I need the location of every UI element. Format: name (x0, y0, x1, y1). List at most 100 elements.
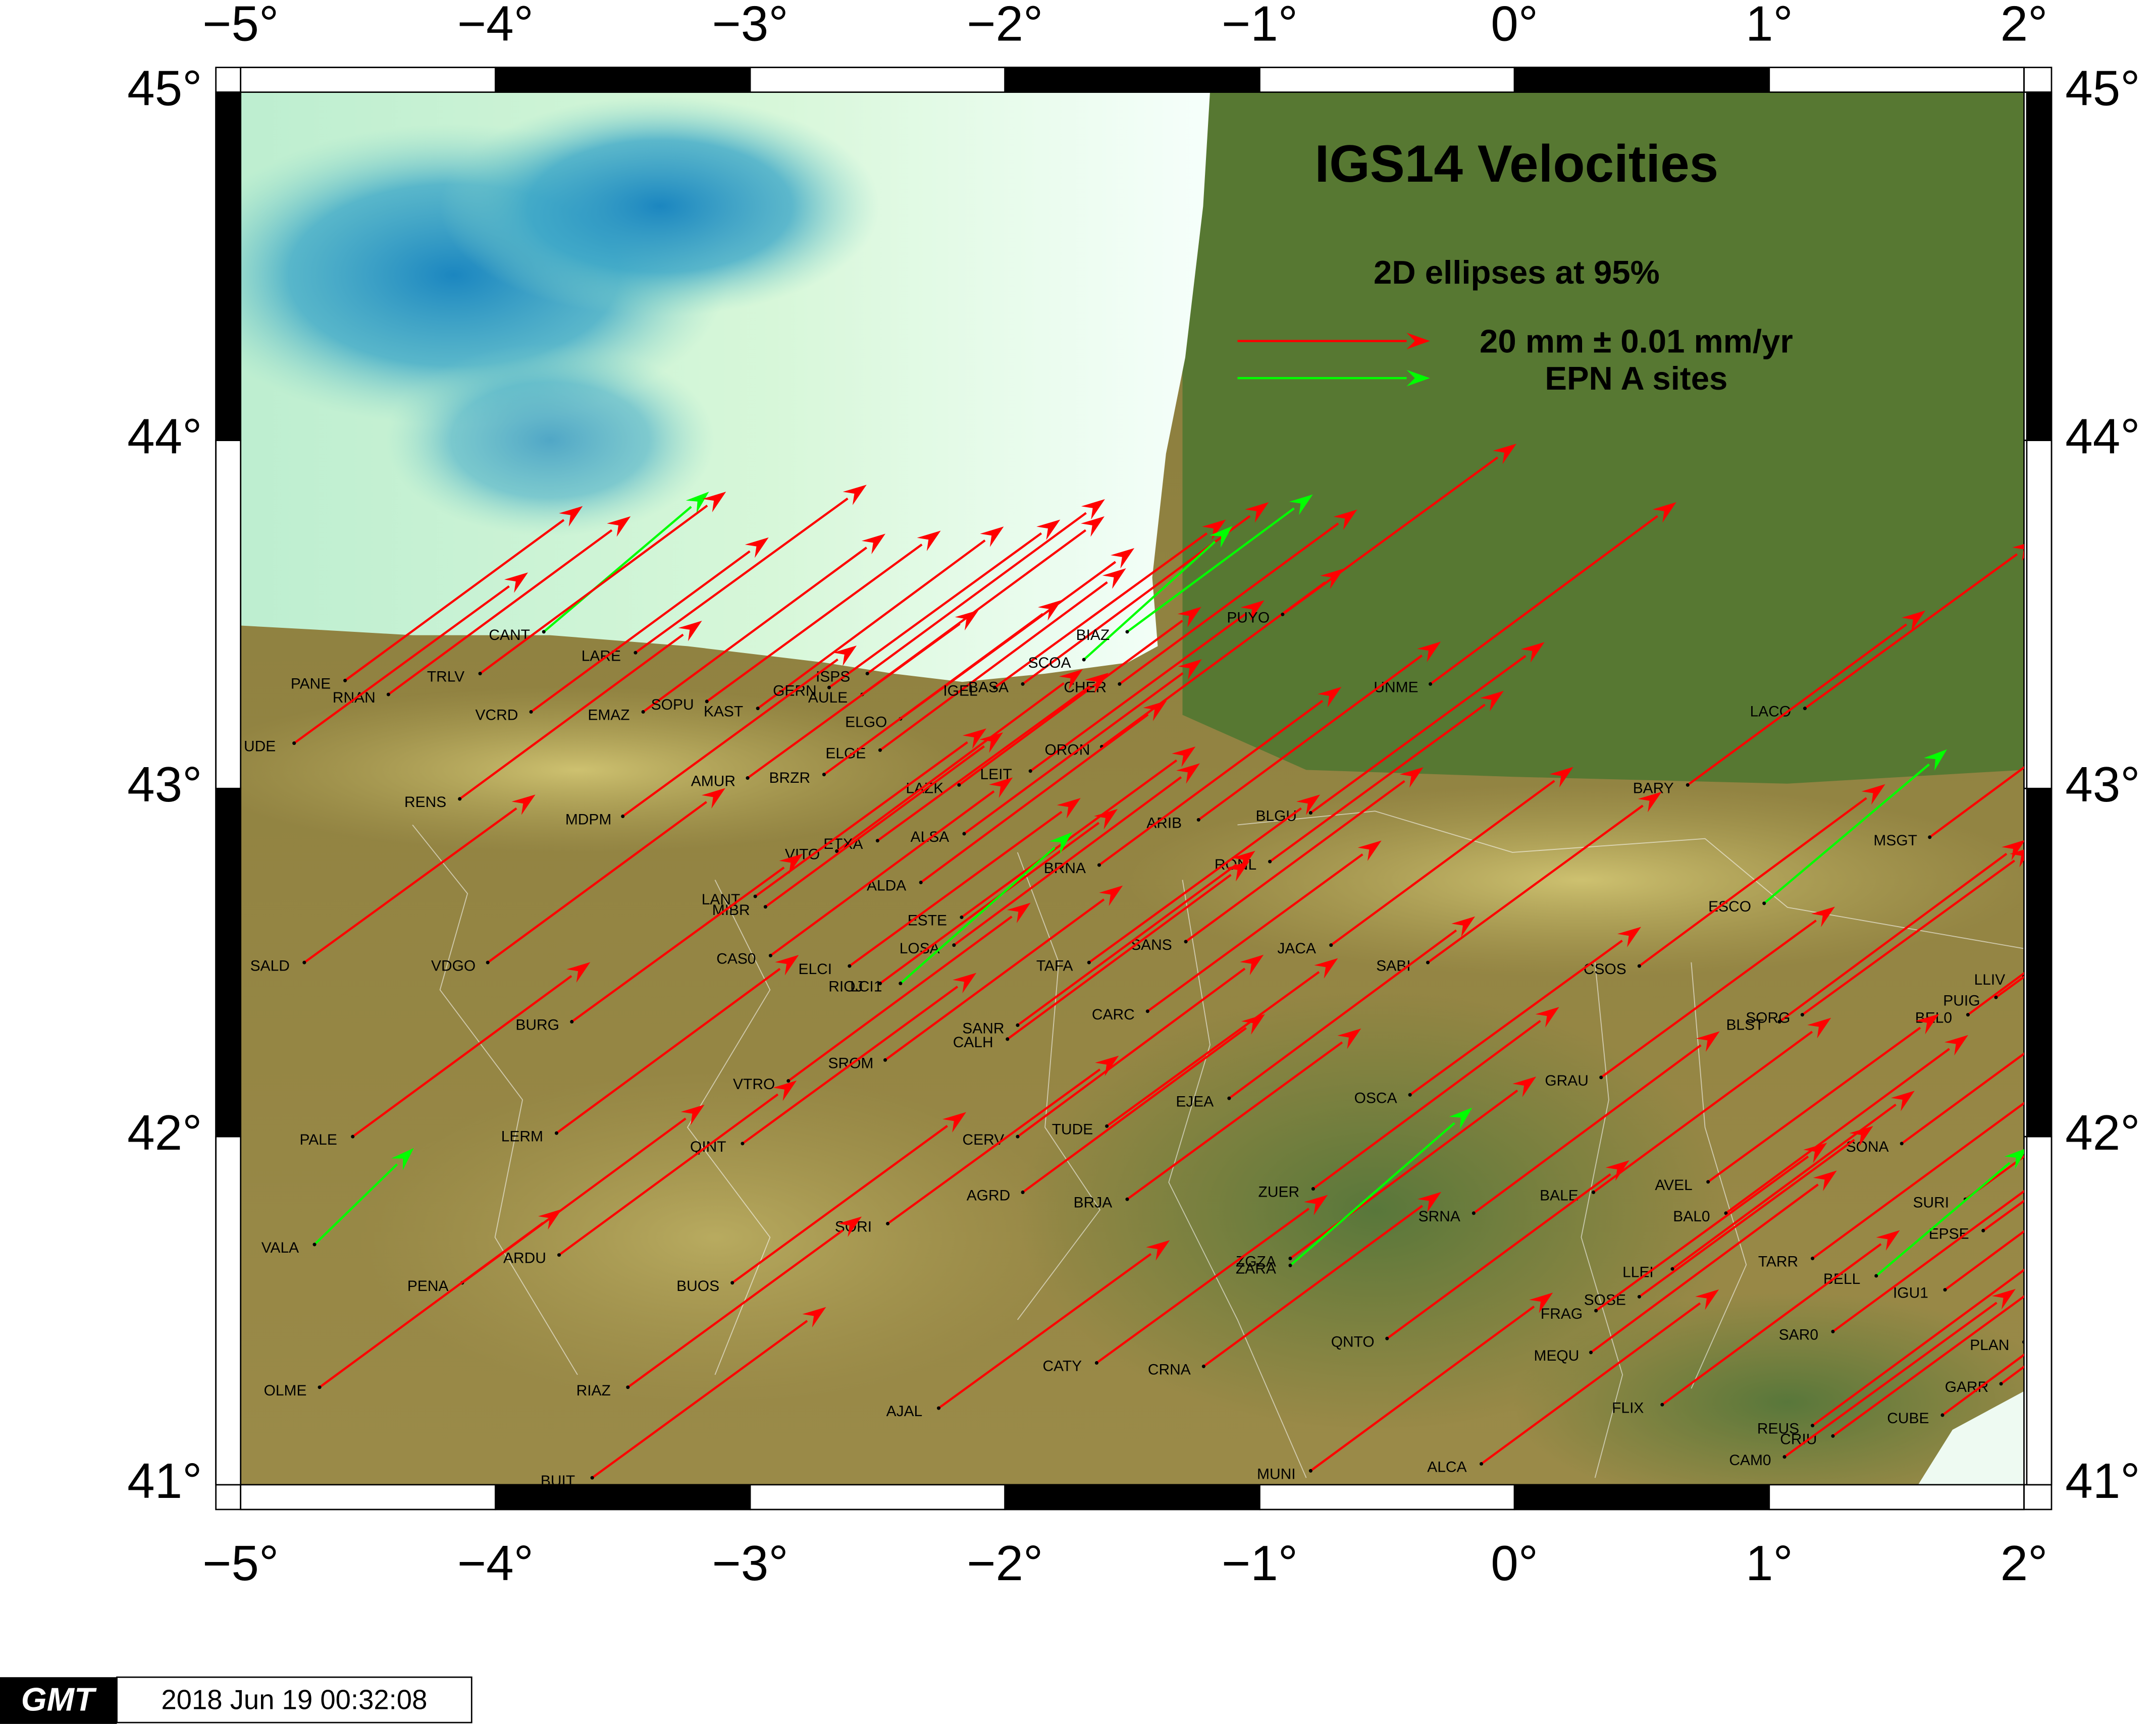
station-label: CAM0 (1729, 1452, 1771, 1469)
station-label: LCI1 (850, 979, 882, 995)
station-label: VCRD (475, 707, 518, 724)
station (1118, 682, 1122, 686)
y-tick-label: 45° (127, 61, 202, 116)
station (1782, 1455, 1786, 1459)
timestamp: 2018 Jun 19 00:32:08 (161, 1685, 427, 1715)
station (878, 982, 882, 986)
velocity-arrow-head (1177, 607, 1201, 627)
velocity-arrow-head (1094, 809, 1118, 830)
station (786, 1079, 791, 1083)
station (1426, 960, 1430, 964)
station (1087, 960, 1091, 964)
velocity-arrow-head (1289, 494, 1313, 515)
velocity-arrow-head (1210, 526, 1233, 548)
velocity-arrow-head (1849, 1126, 1873, 1147)
velocity-arrow-shaft (1269, 704, 1486, 863)
velocity-arrow-head (2012, 544, 2024, 561)
velocity-arrow-head (2002, 840, 2024, 860)
y-tick-label: 42° (2065, 1105, 2140, 1160)
velocity-arrow-head (1876, 1230, 1900, 1251)
velocity-arrow (352, 962, 591, 1138)
velocity-arrow-shaft (556, 967, 781, 1134)
station-label: UDE (244, 738, 276, 755)
station-label: TUDE (1052, 1121, 1093, 1138)
station (1094, 1361, 1098, 1365)
france-lowland (1182, 92, 2024, 784)
station-label: SANS (1131, 937, 1172, 953)
station (1288, 1256, 1292, 1261)
velocity-arrow-head (1172, 746, 1196, 767)
x-tick-label: 0° (1491, 1535, 1538, 1591)
station (1196, 818, 1200, 822)
station-label: SRNA (1418, 1208, 1460, 1225)
velocity-arrow-shaft (1228, 929, 1457, 1099)
velocity-arrow-head (773, 1080, 797, 1101)
boundary (412, 824, 578, 1375)
mediterranean (1918, 1391, 2024, 1485)
velocity-arrow-shaft (958, 620, 1183, 786)
station (835, 849, 839, 853)
velocity-arrow-head (1176, 763, 1200, 784)
velocity-arrow-shaft (1029, 613, 1246, 772)
velocity-arrow-shaft (1687, 623, 1907, 786)
velocity-arrow (770, 777, 1013, 957)
velocity-arrow (388, 516, 631, 695)
station (478, 672, 482, 676)
station (1928, 835, 1932, 839)
frame-segment (2026, 1136, 2053, 1486)
velocity-arrow-head (962, 728, 986, 749)
velocity-arrow (1029, 600, 1265, 772)
velocities: PANERNANUDECANTTRLVLAREVCRDEMAZSOPUKASTG… (244, 444, 2024, 1485)
velocity-arrow-head (1102, 568, 1126, 589)
velocity-arrow-head (1451, 916, 1476, 937)
velocity-arrow-head (1535, 1007, 1559, 1028)
station (1999, 1382, 2003, 1386)
velocity-arrow (479, 492, 726, 675)
velocity-arrow (1600, 906, 1835, 1079)
velocity-arrow (556, 955, 799, 1134)
velocity-arrow-shaft (1802, 859, 2016, 1016)
velocity-arrow-shaft (1185, 780, 1405, 943)
x-tick-label: 1° (1746, 1535, 1793, 1591)
velocity-arrow-head (1095, 1055, 1119, 1076)
velocity-arrow-shaft (731, 1125, 948, 1284)
velocity-arrow-shaft (884, 898, 1105, 1061)
station-label: UNME (1374, 679, 1418, 695)
velocity-arrow (900, 832, 1072, 985)
velocity-arrow-shaft (1289, 1089, 1518, 1260)
velocity-arrow-head (955, 610, 979, 631)
station (1994, 995, 1998, 999)
station (993, 685, 997, 689)
station (919, 880, 923, 885)
velocity-arrow-head (1652, 502, 1676, 523)
station (936, 1406, 941, 1410)
station (570, 1019, 574, 1023)
velocity-arrow-shaft (1832, 1295, 2024, 1437)
station (1006, 1037, 1010, 1041)
station (1268, 859, 1272, 864)
velocity-arrow-shaft (1310, 655, 1527, 814)
station (386, 692, 390, 696)
station (458, 797, 462, 801)
x-tick-label: 1° (1746, 0, 1793, 51)
station (741, 1142, 745, 1146)
velocity-arrow-shaft (622, 658, 838, 818)
station (1308, 811, 1312, 815)
station-label: RENS (404, 794, 446, 811)
velocity-arrow-head (1318, 687, 1342, 708)
station-label: IGU1 (1893, 1285, 1928, 1302)
velocity-arrow-head (1007, 902, 1031, 924)
velocity-arrow (459, 620, 702, 800)
velocity-arrow-shaft (828, 532, 1042, 688)
station (1329, 943, 1333, 947)
station (1201, 1364, 1205, 1368)
station-label: TARR (1758, 1254, 1798, 1270)
velocity-arrow-shaft (1289, 1122, 1455, 1266)
velocity-arrow-head (1049, 832, 1072, 854)
station (1811, 1424, 1815, 1428)
velocity-arrow (1386, 1160, 1629, 1339)
velocity-arrow (1639, 1126, 1873, 1298)
x-tick-label: −2° (967, 0, 1043, 51)
station-label: SCOA (1028, 655, 1071, 671)
velocity-arrow-head (1241, 1014, 1265, 1035)
